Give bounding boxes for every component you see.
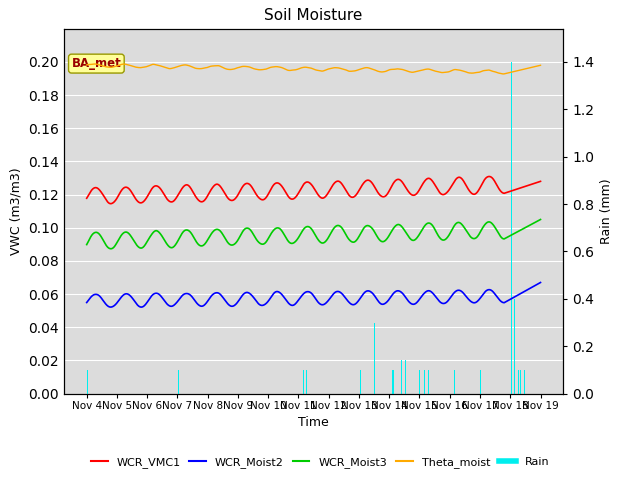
Bar xyxy=(367,327,369,394)
Bar xyxy=(392,370,393,394)
Bar xyxy=(524,370,525,394)
Bar xyxy=(306,370,307,394)
Bar xyxy=(401,360,402,394)
Bar xyxy=(511,62,512,394)
Bar xyxy=(454,370,455,394)
Bar xyxy=(360,370,361,394)
X-axis label: Time: Time xyxy=(298,416,329,429)
Bar xyxy=(419,370,420,394)
Bar xyxy=(374,323,375,394)
Title: Soil Moisture: Soil Moisture xyxy=(264,9,363,24)
Bar xyxy=(449,370,451,394)
Bar xyxy=(520,370,522,394)
Y-axis label: VWC (m3/m3): VWC (m3/m3) xyxy=(10,168,22,255)
Y-axis label: Rain (mm): Rain (mm) xyxy=(600,179,612,244)
Legend: WCR_VMC1, WCR_Moist2, WCR_Moist3, Theta_moist, Rain: WCR_VMC1, WCR_Moist2, WCR_Moist3, Theta_… xyxy=(86,452,554,472)
Bar xyxy=(405,360,406,394)
Bar xyxy=(480,370,481,394)
Bar xyxy=(428,370,429,394)
Text: BA_met: BA_met xyxy=(72,57,121,70)
